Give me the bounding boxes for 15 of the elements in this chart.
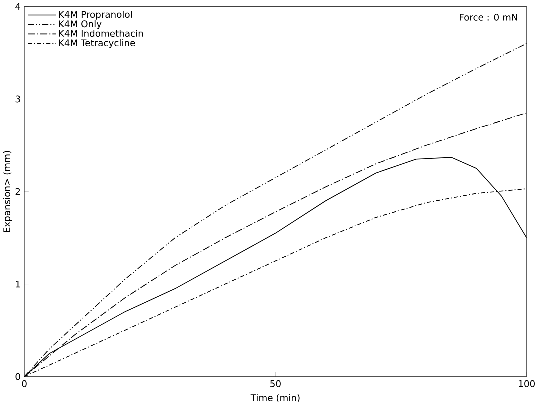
- y-tick-label: 4: [16, 3, 20, 10]
- annotation: Force : 0 mN: [460, 14, 518, 21]
- y-axis-title: Expansion> (mm): [3, 151, 12, 232]
- x-axis-title: Time (min): [250, 394, 300, 403]
- x-tick-label: 100: [519, 380, 535, 388]
- legend-label: K4M Propranolol: [59, 11, 132, 20]
- x-tick-label: 50: [270, 380, 281, 388]
- y-tick-label: 0: [16, 373, 20, 380]
- x-tick-label: 0: [22, 380, 27, 388]
- legend-label: K4M Tetracycline: [59, 40, 136, 48]
- y-tick-label: 2: [16, 188, 20, 196]
- y-tick-label: 1: [16, 281, 20, 288]
- y-tick-label: 3: [16, 96, 20, 103]
- legend-label: K4M Indomethacin: [59, 30, 144, 38]
- legend-label: K4M Only: [59, 20, 102, 30]
